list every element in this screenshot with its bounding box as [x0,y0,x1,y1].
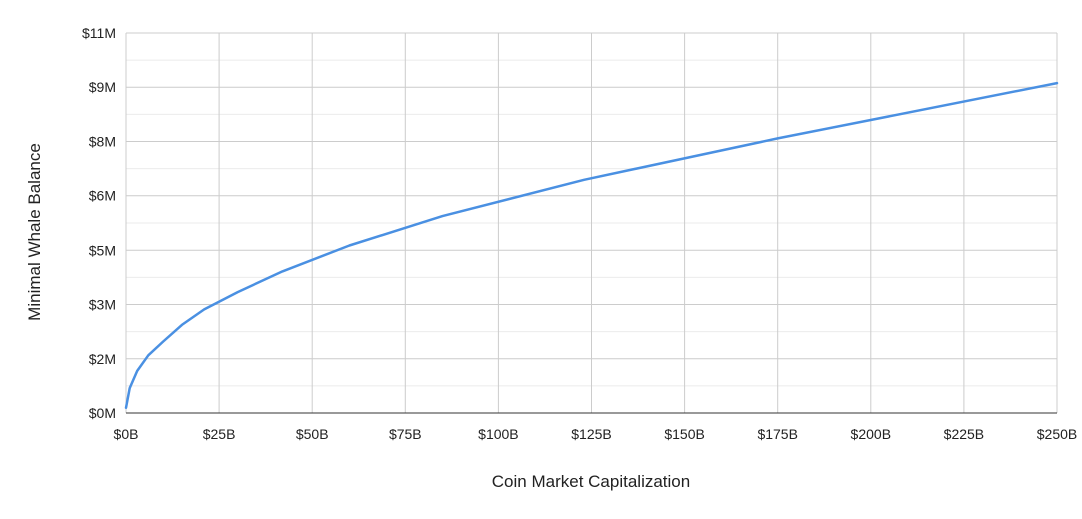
y-tick-label: $2M [89,351,116,367]
y-tick-label: $9M [89,79,116,95]
x-tick-label: $225B [944,426,984,442]
x-tick-label: $125B [571,426,611,442]
x-tick-label: $200B [851,426,891,442]
x-tick-label: $0B [114,426,139,442]
x-tick-label: $150B [664,426,704,442]
y-tick-label: $3M [89,297,116,313]
x-tick-label: $100B [478,426,518,442]
x-tick-label: $75B [389,426,422,442]
x-tick-label: $25B [203,426,236,442]
grid [125,32,1058,414]
x-axis-title: Coin Market Capitalization [492,472,690,491]
x-tick-label: $250B [1037,426,1077,442]
y-axis-title: Minimal Whale Balance [25,143,44,321]
series-layer [124,81,1059,410]
y-tick-label: $5M [89,242,116,258]
y-tick-label: $6M [89,188,116,204]
x-tick-label: $50B [296,426,329,442]
y-tick-label: $0M [89,405,116,421]
y-tick-label: $11M [82,25,116,41]
y-tick-label: $8M [89,133,116,149]
series-line [124,81,1059,410]
x-tick-label: $175B [757,426,797,442]
tick-labels: $0M $2M $3M $5M $6M $8M $9M $11M $0B $25B $50B $75B… [82,25,1077,442]
